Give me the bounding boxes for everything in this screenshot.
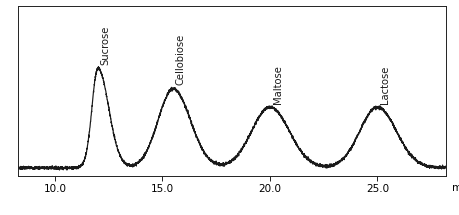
Text: min: min — [451, 183, 459, 193]
Text: Lactose: Lactose — [379, 65, 389, 103]
Text: Sucrose: Sucrose — [101, 25, 110, 65]
Text: Maltose: Maltose — [272, 65, 282, 103]
Text: Cellobiose: Cellobiose — [175, 34, 185, 85]
